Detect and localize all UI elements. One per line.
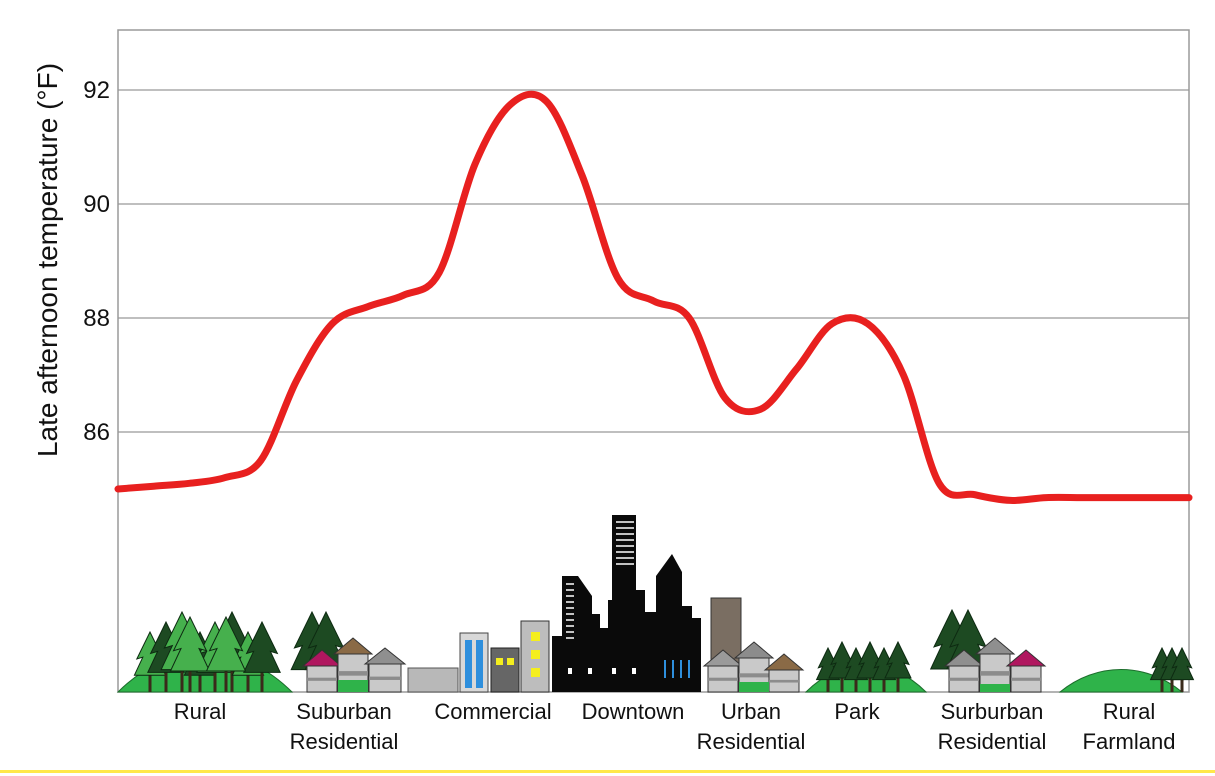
window	[531, 632, 540, 641]
farmland-tree	[1169, 646, 1195, 692]
window	[672, 660, 674, 678]
region-label-line1: Rural	[1102, 699, 1156, 724]
region-label-line1: Rural	[173, 699, 227, 724]
region-label: Urban Residential	[697, 697, 806, 757]
rural-tree	[243, 620, 281, 692]
grid-lines	[118, 89, 1189, 433]
window	[680, 660, 682, 678]
urban-house	[763, 653, 805, 693]
landscape-illustration	[116, 515, 1195, 693]
window	[496, 658, 503, 665]
y-tick-label: 88	[83, 305, 110, 332]
region-label-line2: Residential	[696, 729, 806, 754]
commercial-dark-building	[490, 647, 520, 693]
y-tick-label: 86	[83, 419, 110, 446]
series-line	[114, 90, 1193, 504]
bottom-highlight-rule	[0, 770, 1215, 773]
region-label-line1: Commercial	[434, 699, 552, 724]
region-label-line1: Urban	[721, 699, 781, 724]
region-label-line2: Residential	[289, 729, 399, 754]
plot-frame	[117, 29, 1190, 693]
commercial-blue-building	[459, 632, 489, 693]
region-label: Commercial	[434, 697, 551, 727]
region-label-line1: Surburban	[940, 699, 1044, 724]
region-label: Rural	[174, 697, 227, 727]
window	[588, 668, 592, 674]
window	[664, 660, 666, 678]
region-label: Rural Farmland	[1083, 697, 1176, 757]
window	[531, 668, 540, 677]
window	[612, 668, 616, 674]
surburban-house	[1005, 649, 1047, 693]
suburban-lawn	[338, 680, 368, 692]
window	[507, 658, 514, 665]
suburban-house	[301, 649, 343, 693]
region-label-line1: Downtown	[581, 699, 685, 724]
window	[476, 640, 483, 688]
suburban-house	[363, 647, 407, 693]
region-label: Suburban Residential	[290, 697, 399, 757]
region-label: Downtown	[582, 697, 685, 727]
window	[568, 668, 572, 674]
window	[632, 668, 636, 674]
region-label-line2: Residential	[937, 729, 1047, 754]
rural-tree	[169, 615, 211, 692]
rural-tree	[205, 615, 247, 692]
y-tick-labels: 86 88 90 92	[83, 77, 110, 446]
region-label-line1: Suburban	[296, 699, 392, 724]
surburban-house	[943, 649, 985, 693]
region-label-line2: Farmland	[1082, 729, 1176, 754]
downtown-skyline	[552, 515, 701, 692]
surburban-lawn	[980, 684, 1010, 692]
commercial-low-building	[407, 667, 459, 693]
window	[465, 640, 472, 688]
region-label: Surburban Residential	[938, 697, 1047, 757]
window	[688, 660, 690, 678]
region-label: Park	[834, 697, 879, 727]
region-label-line1: Park	[834, 699, 880, 724]
urban-house	[702, 649, 744, 693]
urban-lawn	[739, 682, 769, 692]
park-tree	[884, 640, 912, 692]
farmland-hill	[1058, 669, 1184, 693]
y-tick-label: 92	[83, 77, 110, 104]
y-axis-label: Late afternoon temperature (°F)	[32, 62, 63, 458]
window	[531, 650, 540, 659]
y-tick-label: 90	[83, 191, 110, 218]
